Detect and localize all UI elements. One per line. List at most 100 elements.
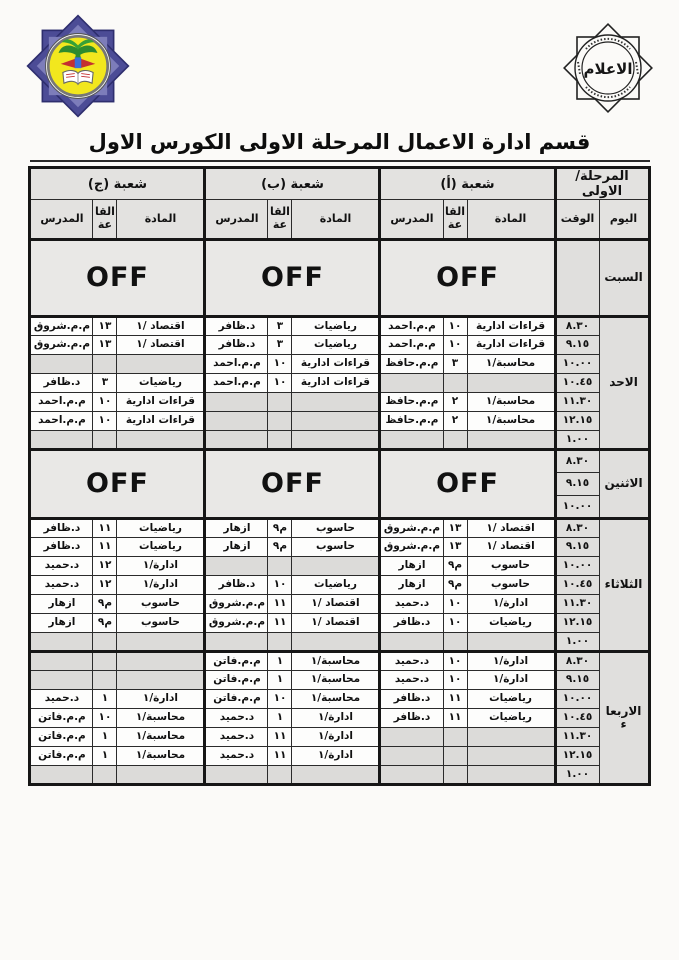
hall-cell: ٢	[442, 411, 468, 431]
teacher-cell	[29, 354, 94, 374]
hall-cell: ١٠	[442, 670, 468, 690]
subject-cell: محاسبة/١	[291, 650, 382, 671]
subject-cell: اقتصاد /١	[466, 537, 557, 557]
subject-cell: ادارة/١	[291, 727, 382, 747]
col-header-teacher-c: المدرس	[29, 199, 94, 240]
subject-cell	[466, 430, 557, 450]
time-value	[554, 238, 600, 317]
schedule-row: ٩.١٥	[30, 472, 649, 496]
teacher-cell: د.ظافر	[29, 517, 94, 538]
teacher-cell: م.م.حافظ	[379, 392, 444, 412]
teacher-cell	[204, 632, 269, 652]
subject-cell: اقتصاد /١	[291, 594, 382, 614]
schedule-row: ١٢.١٥ ادارة/١ ١١ د.حميد محاسبة/١ ١ م.م.فاتن	[29, 746, 649, 766]
teacher-cell: ازهار	[204, 537, 269, 557]
col-header-hall-b: القا عة	[267, 199, 293, 240]
hall-cell	[267, 411, 293, 431]
hall-cell	[92, 430, 118, 450]
teacher-cell: م.م.فاتن	[29, 708, 94, 728]
teacher-cell: د.ظافر	[29, 537, 94, 557]
off-cell: OFF	[204, 238, 382, 317]
subject-cell: رياضيات	[116, 537, 207, 557]
schedule-row: ١.٠٠	[29, 632, 649, 652]
hall-cell: ٣	[92, 373, 118, 393]
subject-cell	[116, 650, 207, 671]
teacher-cell	[379, 373, 444, 393]
hall-cell: ١٢	[92, 575, 118, 595]
subject-cell: رياضيات	[116, 373, 207, 393]
time-value: ١٠.٠٠	[554, 689, 600, 709]
schedule-row: ١٠.٠٠ محاسبة/١ ٣ م.م.حافظ قراءات ادارية ١٠ م.م…	[29, 354, 649, 374]
teacher-cell: د.حميد	[29, 575, 94, 595]
subject-cell	[291, 392, 382, 412]
subject-cell: ادارة/١	[116, 575, 207, 595]
teacher-cell: م.م.شروق	[29, 315, 94, 336]
hall-cell: ١١	[267, 746, 293, 766]
hall-cell: ٣	[267, 335, 293, 355]
hall-cell: ١٠	[442, 594, 468, 614]
hall-cell: ١٠	[267, 354, 293, 374]
teacher-cell: د.ظافر	[204, 315, 269, 336]
hall-cell	[442, 373, 468, 393]
teacher-cell: د.ظافر	[204, 335, 269, 355]
subject-cell: رياضيات	[466, 689, 557, 709]
teacher-cell	[204, 411, 269, 431]
teacher-cell	[204, 556, 269, 576]
subject-cell: ادارة/١	[116, 689, 207, 709]
hall-cell: ١٠	[92, 411, 118, 431]
subject-cell	[116, 765, 207, 785]
teacher-cell: د.حميد	[204, 727, 269, 747]
subject-cell: ادارة/١	[116, 556, 207, 576]
time-value: ١.٠٠	[554, 632, 600, 652]
subject-cell	[466, 765, 557, 785]
col-header-subject-c: المادة	[116, 199, 207, 240]
hall-cell: ١٠	[267, 689, 293, 709]
time-value: ١.٠٠	[554, 430, 600, 450]
day-label: الثلاثاء	[598, 517, 650, 652]
teacher-cell: م.م.شروق	[29, 335, 94, 355]
teacher-cell: م.م.شروق	[379, 537, 444, 557]
subject-cell: ادارة/١	[291, 746, 382, 766]
day-label: الاحد	[598, 315, 650, 450]
hall-cell: ١	[267, 670, 293, 690]
hall-cell: ٣	[267, 315, 293, 336]
hall-cell	[267, 392, 293, 412]
subject-cell: اقتصاد /١	[116, 335, 207, 355]
schedule-row: ١٠.٠٠ حاسوب م٩ ازهار ادارة/١ ١٢ د.حميد	[29, 556, 649, 576]
subject-cell: محاسبة/١	[116, 727, 207, 747]
hall-cell: م٩	[267, 537, 293, 557]
hall-cell: م٩	[442, 556, 468, 576]
day-label: الاربعا ء	[598, 650, 650, 785]
stamp-label: الاعلام	[584, 60, 633, 78]
teacher-cell: م.م.فاتن	[204, 650, 269, 671]
col-header-hall-c: القا عة	[92, 199, 118, 240]
col-header-hall-a: القا عة	[442, 199, 468, 240]
teacher-cell: د.ظافر	[379, 613, 444, 633]
time-value: ٨.٣٠	[554, 517, 600, 538]
subject-cell	[116, 632, 207, 652]
subject-cell: قراءات ادارية	[291, 373, 382, 393]
hall-cell	[92, 354, 118, 374]
hall-cell: ١٣	[92, 335, 118, 355]
teacher-cell	[379, 727, 444, 747]
hall-cell: ١	[267, 650, 293, 671]
schedule-row: ١.٠٠	[29, 430, 649, 450]
time-value: ١٢.١٥	[554, 746, 600, 766]
hall-cell: م٩	[92, 594, 118, 614]
hall-cell: ١٠	[442, 650, 468, 671]
off-cell: OFF	[379, 238, 557, 317]
stage-header: المرحلة/الاولى	[554, 167, 650, 200]
hall-cell	[442, 632, 468, 652]
hall-cell	[92, 765, 118, 785]
time-value: ٨.٣٠	[554, 315, 600, 336]
title-underline	[29, 160, 650, 162]
subject-cell	[466, 746, 557, 766]
teacher-cell: م.م.احمد	[379, 335, 444, 355]
hall-cell	[267, 556, 293, 576]
teacher-cell: د.حميد	[379, 594, 444, 614]
time-value: ١٠.٤٥	[554, 708, 600, 728]
media-office-stamp: الاعلام	[563, 23, 653, 113]
schedule-row: ١١.٣٠ محاسبة/١ ٢ م.م.حافظ قراءات ادارية ١٠ م.م…	[29, 392, 649, 412]
hall-cell: ١	[267, 708, 293, 728]
